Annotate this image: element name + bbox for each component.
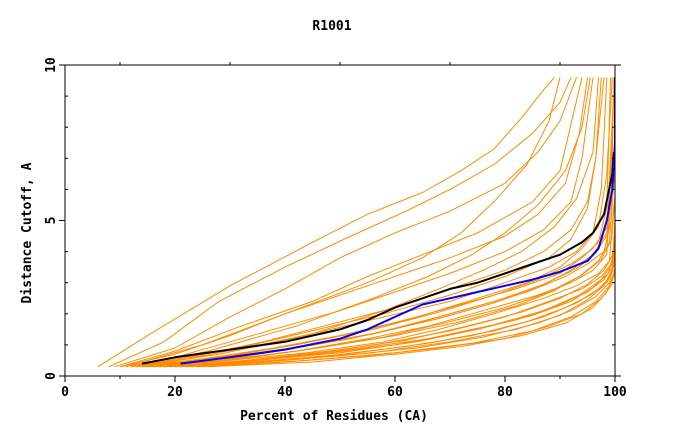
x-tick-label-0: 0 (61, 385, 69, 400)
series-line-28 (163, 220, 615, 368)
chart-title: R1001 (312, 19, 351, 34)
axis-ticks: 0 20 40 60 80 100 0 5 10 (44, 57, 627, 400)
series-line-23 (136, 77, 599, 368)
y-tick-label-10: 10 (44, 57, 59, 73)
series-line-24 (130, 77, 605, 368)
series-line-35 (174, 232, 615, 368)
series-line-4 (108, 77, 572, 368)
series-line-25 (141, 77, 613, 368)
series-line-33 (141, 127, 614, 368)
series-line-3 (97, 77, 555, 368)
series-line-11 (136, 77, 612, 368)
series-line-2 (141, 152, 615, 365)
x-tick-label-40: 40 (277, 385, 293, 400)
y-axis-title: Distance Cutoff, A (20, 162, 35, 303)
series-line-15 (158, 235, 615, 368)
x-tick-label-60: 60 (387, 385, 403, 400)
series-line-22 (130, 77, 591, 368)
series-line-8 (125, 77, 594, 368)
x-axis-title: Percent of Residues (CA) (240, 409, 428, 424)
plot-area (97, 77, 615, 368)
x-tick-label-100: 100 (603, 385, 627, 400)
series-line-7 (119, 77, 588, 368)
series-line-31 (191, 263, 615, 368)
series-line-1 (180, 77, 615, 365)
series-line-9 (130, 77, 602, 368)
x-tick-label-80: 80 (497, 385, 513, 400)
series-line-13 (147, 142, 613, 368)
series-line-32 (202, 273, 615, 368)
series-line-20 (207, 270, 615, 368)
x-tick-label-20: 20 (167, 385, 183, 400)
series-line-5 (114, 77, 577, 368)
y-tick-label-0: 0 (44, 372, 59, 380)
series-line-14 (152, 204, 615, 368)
series-line-30 (180, 254, 615, 368)
series-line-34 (158, 195, 615, 368)
series-line-6 (119, 77, 583, 368)
y-tick-label-5: 5 (44, 217, 59, 225)
series-line-21 (125, 77, 561, 368)
